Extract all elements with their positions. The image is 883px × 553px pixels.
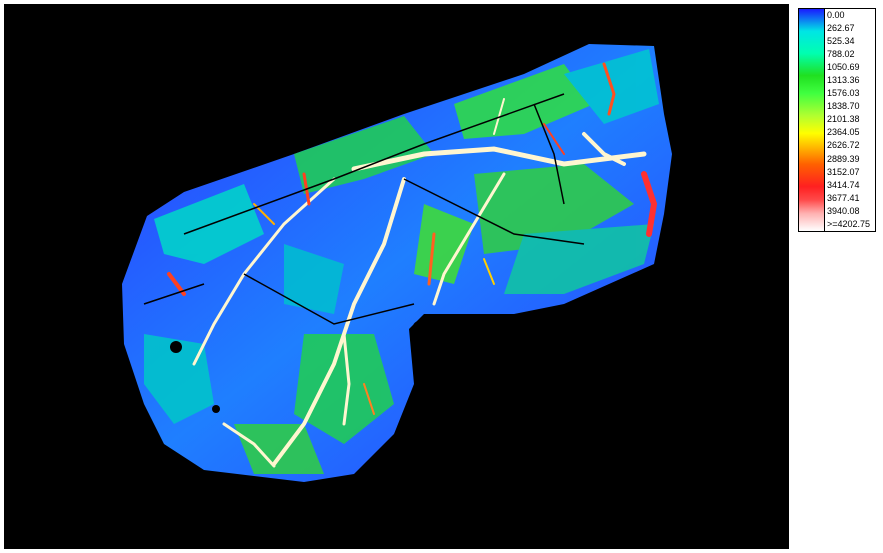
legend-label: 2364.05 <box>827 127 860 138</box>
legend-label: 2101.38 <box>827 114 860 125</box>
legend-label: 3940.08 <box>827 205 860 216</box>
legend-label: 3152.07 <box>827 166 860 177</box>
legend-label: 525.34 <box>827 36 855 47</box>
legend-label: 2889.39 <box>827 153 860 164</box>
field-boundaries <box>143 93 585 325</box>
legend-label: 1576.03 <box>827 88 860 99</box>
raster-map-canvas[interactable] <box>4 4 789 549</box>
field-area <box>122 44 672 482</box>
legend-label: 1838.70 <box>827 101 860 112</box>
legend-label: 3414.74 <box>827 179 860 190</box>
legend-label: 262.67 <box>827 23 855 34</box>
drainage-channels <box>192 98 647 468</box>
terrain-raster <box>122 44 672 482</box>
legend-label: 0.00 <box>827 10 845 20</box>
map-holes <box>170 321 425 413</box>
legend-label: >=4202.75 <box>827 218 871 229</box>
legend-label: 3677.41 <box>827 192 860 203</box>
legend-labels: 0.00 262.67 525.34 788.02 1050.69 1313.3… <box>827 9 870 231</box>
color-legend: 0.00 262.67 525.34 788.02 1050.69 1313.3… <box>798 8 876 232</box>
legend-label: 1313.36 <box>827 75 860 86</box>
legend-color-ramp <box>799 9 825 231</box>
high-value-streaks <box>167 62 658 415</box>
legend-label: 788.02 <box>827 49 855 60</box>
legend-label: 1050.69 <box>827 62 860 73</box>
legend-label: 2626.72 <box>827 140 860 151</box>
